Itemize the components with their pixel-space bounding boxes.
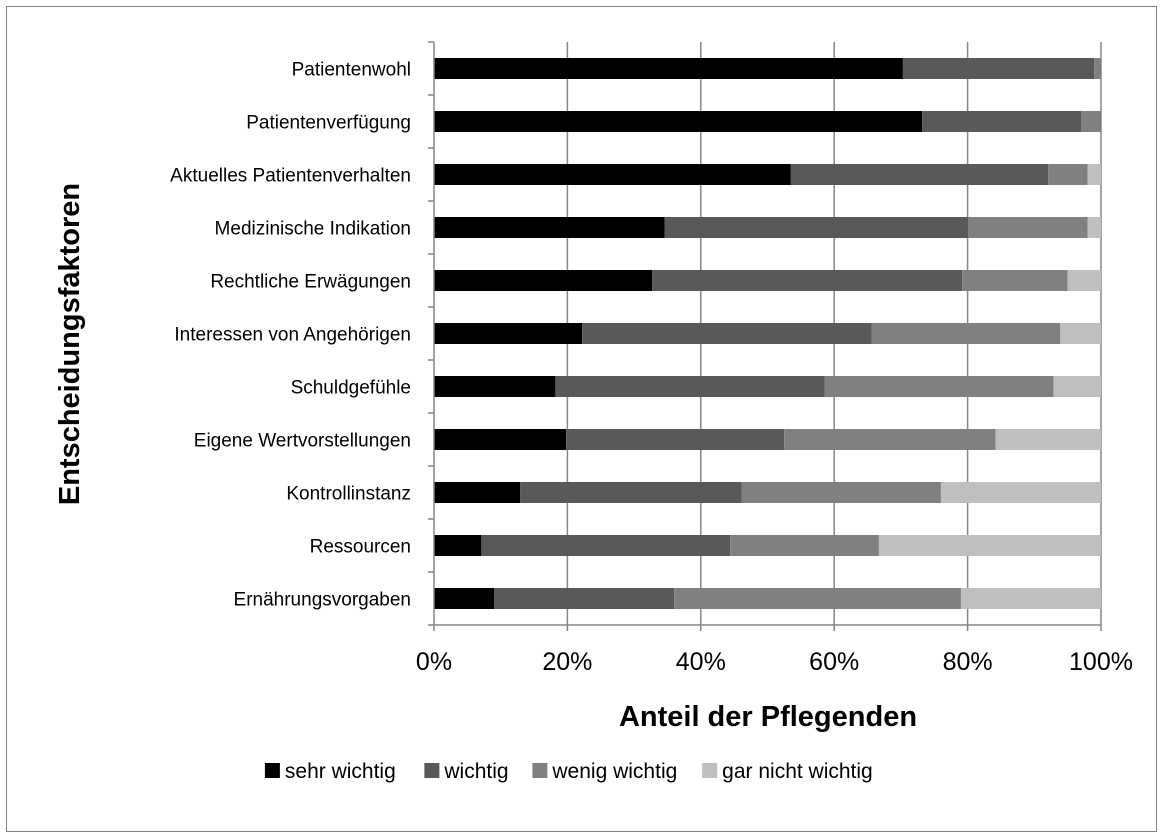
- x-tick-label: 80%: [943, 648, 993, 676]
- bar-segment: [741, 482, 941, 503]
- bar-segment: [520, 482, 742, 503]
- category-label: Patientenwohl: [292, 60, 411, 81]
- x-tick-label: 100%: [1069, 648, 1133, 676]
- bar-segment: [790, 164, 1049, 185]
- y-axis-title: Entscheidungsfaktoren: [54, 183, 86, 505]
- bar-segment: [1087, 164, 1101, 185]
- bar-segment: [878, 535, 1101, 556]
- legend-label: wichtig: [443, 760, 508, 783]
- bar-segment: [664, 217, 969, 238]
- x-tick-label: 60%: [809, 648, 859, 676]
- bar-segment: [1067, 270, 1101, 291]
- legend-swatch: [424, 763, 440, 778]
- chart-frame: [6, 6, 1157, 832]
- bar-segment: [960, 588, 1101, 609]
- bar-segment: [962, 270, 1068, 291]
- category-label: Schuldgefühle: [291, 378, 411, 399]
- bar-segment: [1060, 323, 1101, 344]
- bar-segment: [434, 164, 791, 185]
- legend: sehr wichtig wichtig wenig wichtig gar nich…: [264, 760, 873, 783]
- bar-segment: [652, 270, 963, 291]
- category-label: Medizinische Indikation: [215, 219, 411, 240]
- category-label: Interessen von Angehörigen: [174, 325, 411, 346]
- bar-segment: [824, 376, 1054, 397]
- bar-segment: [1094, 58, 1101, 79]
- bar-segment: [434, 270, 653, 291]
- bar-segment: [434, 588, 495, 609]
- bar-segment: [434, 323, 583, 344]
- category-label: Aktuelles Patientenverhalten: [170, 166, 411, 187]
- x-tick-label: 20%: [542, 648, 592, 676]
- x-tick-labels: 0% 20% 40% 60% 80% 100%: [416, 648, 1133, 676]
- bar-segment: [968, 217, 1088, 238]
- bar-segment: [566, 429, 785, 450]
- bar-segment: [1053, 376, 1101, 397]
- bar-segment: [434, 217, 665, 238]
- bar-segment: [434, 535, 482, 556]
- legend-swatch: [264, 763, 280, 778]
- bar-segment: [784, 429, 996, 450]
- category-label: Kontrollinstanz: [286, 484, 411, 505]
- bar-segment: [481, 535, 731, 556]
- bar-segment: [434, 482, 521, 503]
- bar-segment: [730, 535, 879, 556]
- bar-segment: [1048, 164, 1088, 185]
- x-tick-label: 40%: [676, 648, 726, 676]
- bar-segment: [1087, 217, 1101, 238]
- bar-segment: [1080, 111, 1101, 132]
- bar-segment: [995, 429, 1101, 450]
- category-label: Rechtliche Erwägungen: [210, 272, 411, 293]
- bar-segment: [494, 588, 675, 609]
- bar-segment: [582, 323, 872, 344]
- bar-segment: [434, 376, 556, 397]
- category-label: Patientenverfügung: [246, 113, 411, 134]
- bar-segment: [940, 482, 1101, 503]
- bar-segment: [902, 58, 1095, 79]
- category-label: Ernährungsvorgaben: [234, 590, 411, 611]
- bar-segment: [922, 111, 1081, 132]
- legend-label: gar nicht wichtig: [722, 760, 873, 783]
- legend-label: sehr wichtig: [285, 760, 396, 783]
- legend-label: wenig wichtig: [551, 760, 677, 783]
- bar-segment: [434, 111, 923, 132]
- category-label: Ressourcen: [310, 537, 411, 558]
- legend-swatch: [532, 763, 548, 778]
- x-tick-label: 0%: [416, 648, 452, 676]
- category-labels: Patientenwohl Patientenverfügung Aktuelles…: [170, 60, 411, 611]
- bar-segment: [434, 429, 567, 450]
- bar-segment: [555, 376, 825, 397]
- x-axis-title: Anteil der Pflegenden: [619, 701, 917, 733]
- bar-segment: [871, 323, 1061, 344]
- axes: [428, 41, 1102, 631]
- legend-swatch: [702, 763, 718, 778]
- bars: [434, 58, 1101, 609]
- category-label: Eigene Wertvorstellungen: [194, 431, 411, 452]
- bar-segment: [674, 588, 961, 609]
- bar-segment: [434, 58, 903, 79]
